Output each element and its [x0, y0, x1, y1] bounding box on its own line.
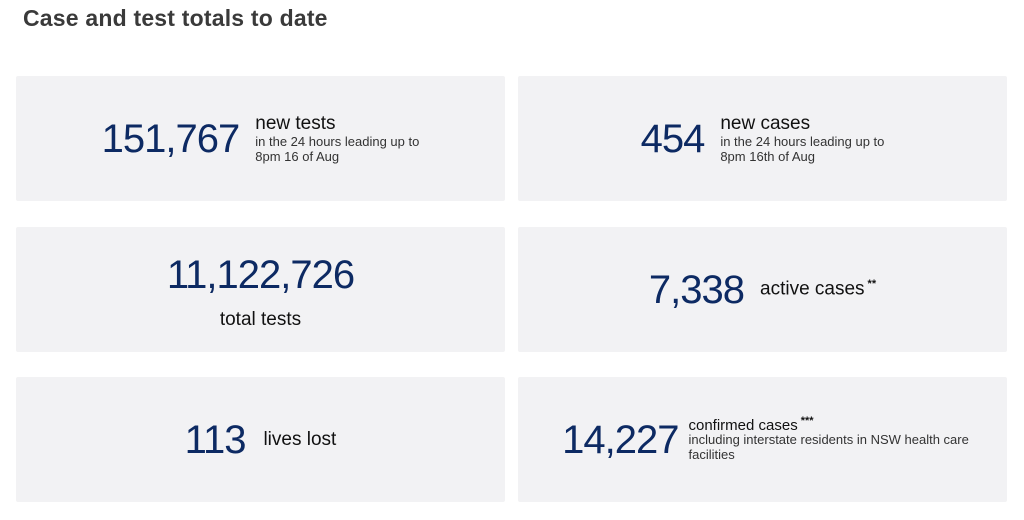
- confirmed-cases-row: 14,227 confirmed cases *** including inte…: [556, 416, 969, 463]
- new-cases-text: new cases in the 24 hours leading up to …: [720, 113, 884, 165]
- new-tests-sub-line2: 8pm 16 of Aug: [255, 148, 340, 164]
- active-cases-label: active cases: [760, 278, 865, 300]
- new-tests-text: new tests in the 24 hours leading up to …: [255, 113, 419, 165]
- new-cases-card: 454 new cases in the 24 hours leading up…: [518, 76, 1007, 201]
- confirmed-cases-text: confirmed cases *** including interstate …: [688, 416, 968, 463]
- new-tests-sub-line1: in the 24 hours leading up to: [255, 133, 420, 149]
- lives-lost-value: 113: [184, 417, 247, 462]
- active-cases-value: 7,338: [648, 267, 745, 312]
- total-tests-card: 11,122,726 total tests: [16, 227, 505, 352]
- total-tests-value: 11,122,726: [166, 252, 355, 297]
- confirmed-cases-label: confirmed cases: [688, 417, 798, 435]
- active-cases-card: 7,338 active cases **: [518, 227, 1007, 352]
- page-title: Case and test totals to date: [23, 5, 328, 31]
- total-tests-label: total tests: [219, 308, 302, 330]
- active-cases-row: 7,338 active cases **: [649, 270, 876, 310]
- new-cases-value: 454: [640, 116, 706, 161]
- lives-lost-row: 113 lives lost: [185, 420, 337, 460]
- confirmed-cases-value: 14,227: [562, 417, 679, 462]
- new-tests-card: 151,767 new tests in the 24 hours leadin…: [16, 76, 505, 201]
- lives-lost-card: 113 lives lost: [16, 377, 505, 502]
- new-tests-value: 151,767: [101, 116, 241, 161]
- new-cases-row: 454 new cases in the 24 hours leading up…: [641, 113, 885, 165]
- confirmed-cases-sub-line1: including interstate residents in NSW he…: [688, 432, 969, 448]
- new-tests-label: new tests: [255, 112, 336, 134]
- confirmed-cases-sub-line2: facilities: [688, 447, 735, 462]
- new-tests-row: 151,767 new tests in the 24 hours leadin…: [102, 113, 420, 165]
- active-cases-footnote: **: [867, 278, 877, 291]
- new-cases-sub-line2: 8pm 16th of Aug: [720, 148, 816, 164]
- lives-lost-label: lives lost: [263, 428, 337, 450]
- confirmed-cases-card: 14,227 confirmed cases *** including inte…: [518, 377, 1007, 502]
- confirmed-cases-footnote: ***: [800, 415, 814, 428]
- active-cases-label-wrap: active cases **: [760, 278, 876, 300]
- confirmed-cases-label-wrap: confirmed cases ***: [688, 415, 968, 435]
- new-cases-sub-line1: in the 24 hours leading up to: [720, 133, 885, 149]
- new-cases-label: new cases: [720, 112, 811, 134]
